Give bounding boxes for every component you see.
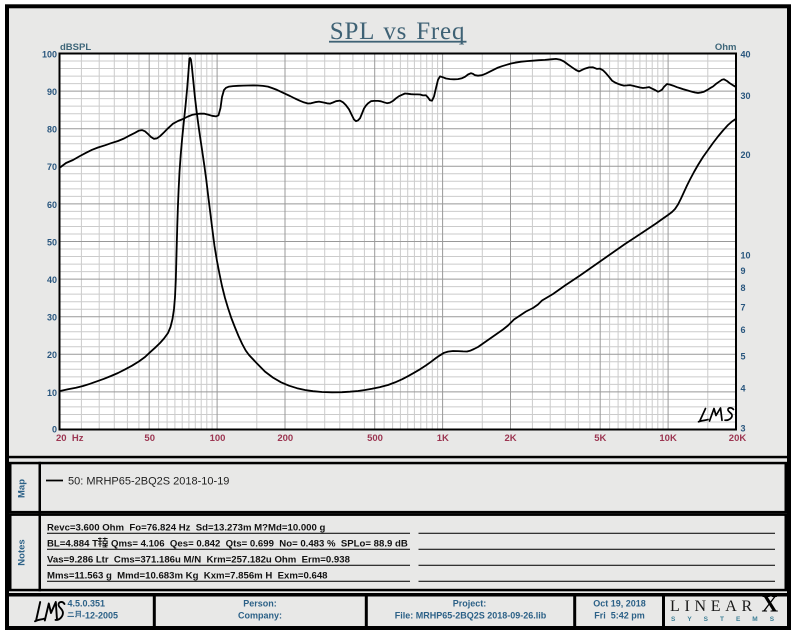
svg-text:100: 100 xyxy=(42,49,57,59)
svg-text:30: 30 xyxy=(741,91,751,101)
svg-text:80: 80 xyxy=(47,125,57,135)
svg-text:Company:: Company: xyxy=(238,611,282,621)
svg-text:4: 4 xyxy=(741,384,746,394)
svg-text:100: 100 xyxy=(210,433,226,444)
svg-text:50: 50 xyxy=(144,433,155,444)
svg-text:6: 6 xyxy=(741,325,746,335)
svg-text:50: 50 xyxy=(47,237,57,247)
svg-text:90: 90 xyxy=(47,87,57,97)
svg-text:Ohm: Ohm xyxy=(715,42,737,53)
svg-text:Oct 19, 2018: Oct 19, 2018 xyxy=(593,599,646,609)
svg-text:Vas=9.286 Ltr Cms=371.186u M/: Vas=9.286 Ltr Cms=371.186u M/N Krm=257.1… xyxy=(47,555,351,566)
svg-text:60: 60 xyxy=(47,200,57,210)
svg-text:0: 0 xyxy=(52,424,57,434)
svg-text:20 Hz: 20 Hz xyxy=(56,433,84,444)
svg-text:7: 7 xyxy=(741,302,746,312)
svg-text:40: 40 xyxy=(741,49,751,59)
svg-text:10: 10 xyxy=(741,251,751,261)
svg-text:5: 5 xyxy=(741,351,746,361)
svg-text:Fri 5:42 pm: Fri 5:42 pm xyxy=(594,611,645,621)
svg-text:1K: 1K xyxy=(437,433,449,444)
svg-text:4.5.0.351: 4.5.0.351 xyxy=(68,599,106,609)
svg-text:-12-2005: -12-2005 xyxy=(82,611,118,621)
svg-text:File: MRHP65-2BQ2S 2018-09-26.: File: MRHP65-2BQ2S 2018-09-26.lib xyxy=(395,611,547,621)
svg-text:20K: 20K xyxy=(729,433,747,444)
svg-text:Revc=3.600 Ohm Fo=76.824 Hz: Revc=3.600 Ohm Fo=76.824 Hz Sd=13.273m M… xyxy=(47,523,325,534)
svg-text:Project:: Project: xyxy=(453,599,487,609)
svg-text:LINEAR: LINEAR xyxy=(670,598,757,615)
svg-text:3: 3 xyxy=(741,423,746,433)
svg-text:Person:: Person: xyxy=(243,599,277,609)
svg-text:SPL vs Freq: SPL vs Freq xyxy=(330,18,466,45)
svg-text:Notes: Notes xyxy=(17,539,28,565)
svg-text:Map: Map xyxy=(17,479,28,498)
svg-text:10: 10 xyxy=(47,388,57,398)
svg-text:Qms= 4.106 Qes= 0.842 Qts= 0: Qms= 4.106 Qes= 0.842 Qts= 0.699 No= 0.4… xyxy=(111,539,408,550)
svg-text:X: X xyxy=(762,592,779,617)
svg-text:70: 70 xyxy=(47,162,57,172)
svg-text:8: 8 xyxy=(741,283,746,293)
svg-text:20: 20 xyxy=(741,150,751,160)
svg-text:dBSPL: dBSPL xyxy=(60,42,91,53)
svg-text:10K: 10K xyxy=(659,433,677,444)
svg-text:2K: 2K xyxy=(505,433,517,444)
svg-text:500: 500 xyxy=(367,433,383,444)
svg-text:SYSTEMS: SYSTEMS xyxy=(671,616,786,623)
svg-text:30: 30 xyxy=(47,313,57,323)
svg-text:20: 20 xyxy=(47,350,57,360)
svg-text:BL=4.884 T: BL=4.884 T xyxy=(47,539,98,550)
svg-text:40: 40 xyxy=(47,275,57,285)
svg-text:50: MRHP65-2BQ2S 2018-10-19: 50: MRHP65-2BQ2S 2018-10-19 xyxy=(68,476,229,488)
svg-text:5K: 5K xyxy=(594,433,606,444)
svg-text:Mms=11.563 g Mmd=10.683m Kg: Mms=11.563 g Mmd=10.683m Kg Kxm=7.856m H… xyxy=(47,571,328,582)
svg-text:200: 200 xyxy=(277,433,293,444)
svg-text:9: 9 xyxy=(741,266,746,276)
